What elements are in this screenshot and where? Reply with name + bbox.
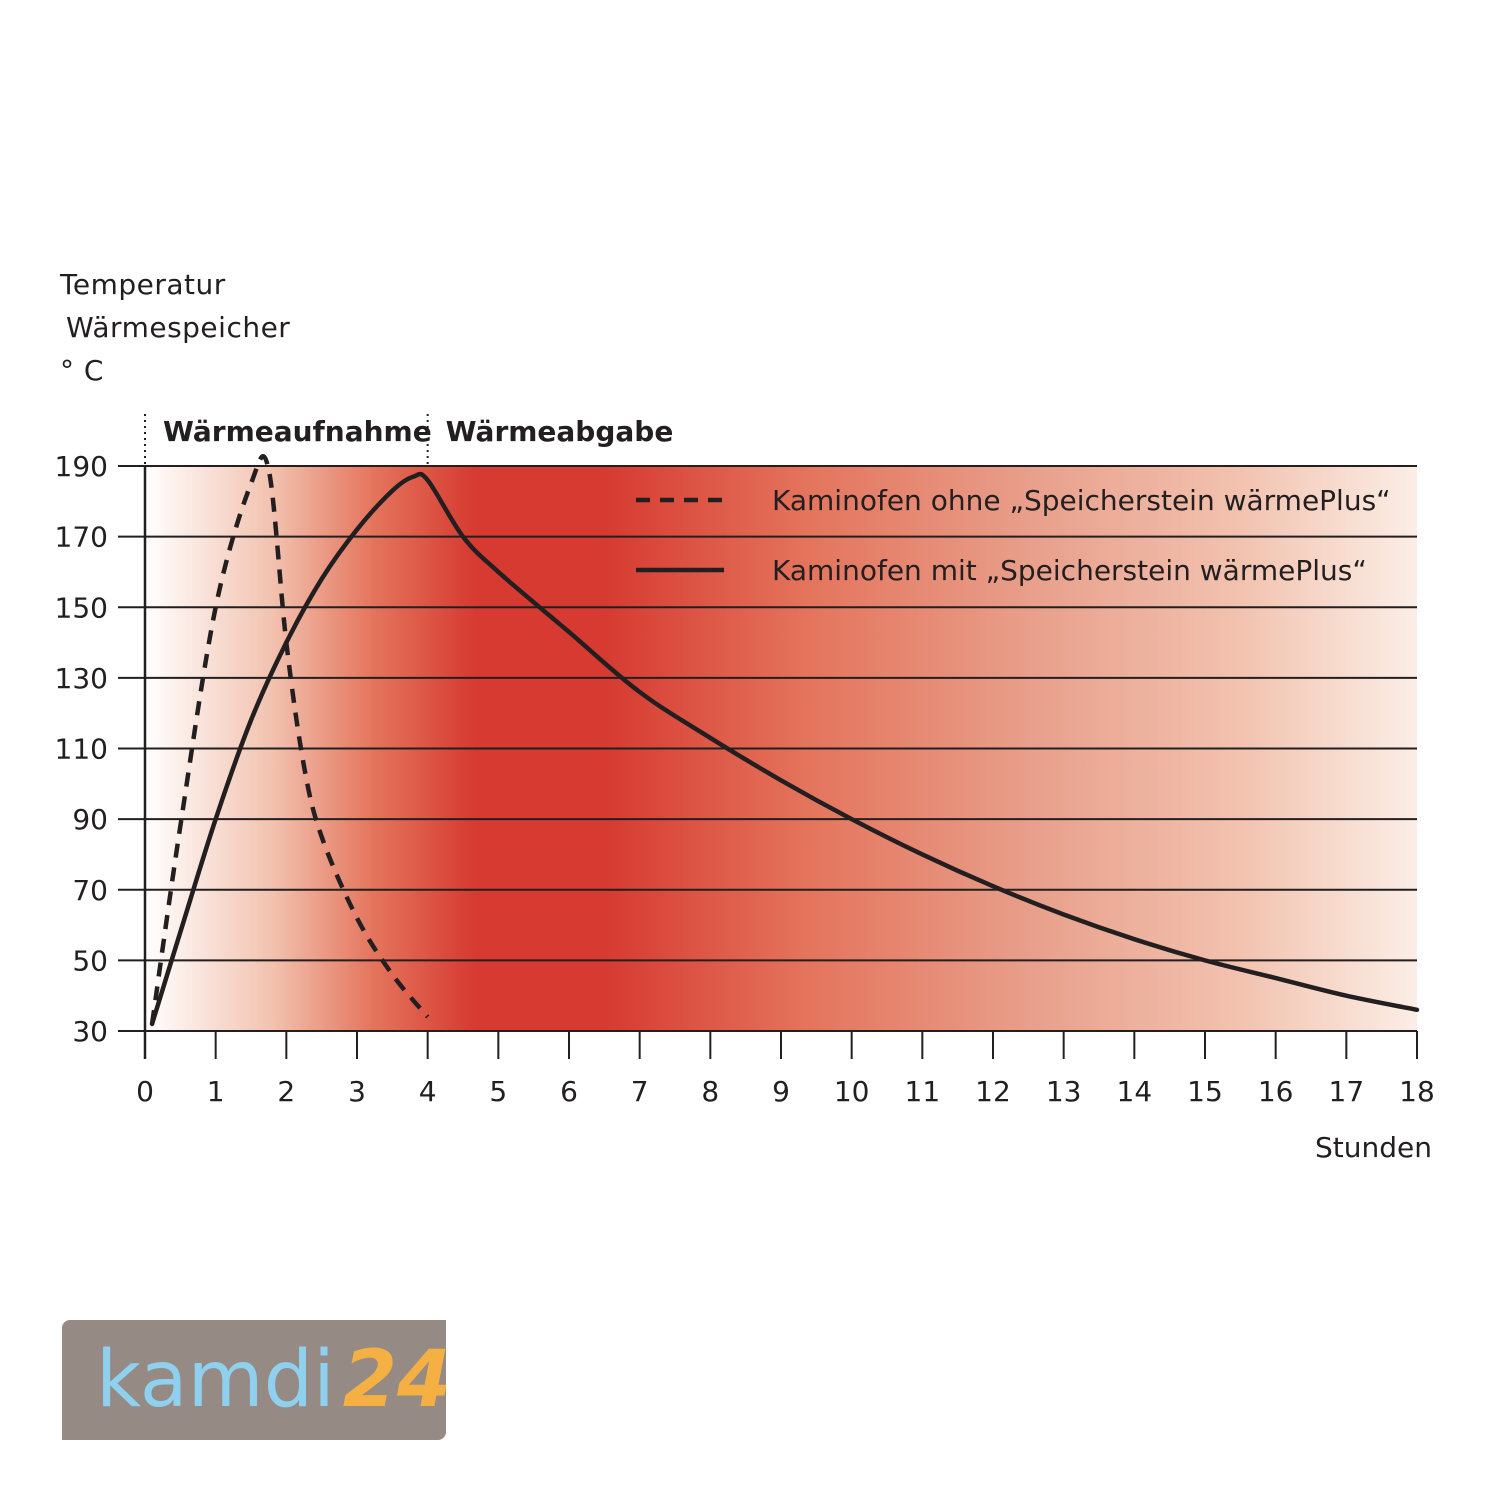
phase-label-1: Wärmeabgabe [446,415,674,448]
logo-part-kamdi: kamdi [96,1335,335,1425]
x-tick-label-14: 14 [1117,1075,1153,1108]
y-tick-label-170: 170 [55,521,108,554]
x-tick-label-15: 15 [1187,1075,1223,1108]
y-tick-label-90: 90 [72,803,108,836]
x-tick-label-2: 2 [277,1075,295,1108]
grid-layer [118,465,1417,1032]
legend: Kaminofen ohne „Speicherstein wärmePlus“… [636,484,1391,587]
x-tick-label-12: 12 [975,1075,1011,1108]
x-tick-label-8: 8 [701,1075,719,1108]
x-tick-label-17: 17 [1329,1075,1365,1108]
logo-part-24: 24 [342,1335,446,1425]
y-axis-label-line-3: ° C [60,354,104,387]
x-tick-label-3: 3 [348,1075,366,1108]
x-tick-label-9: 9 [772,1075,790,1108]
x-tick-label-10: 10 [834,1075,870,1108]
y-tick-label-190: 190 [55,450,108,483]
y-tick-label-70: 70 [72,874,108,907]
phase-label-0: Wärmeaufnahme [163,415,432,448]
series-layer [149,454,1420,1027]
x-tick-label-18: 18 [1399,1075,1435,1108]
legend-label-0: Kaminofen ohne „Speicherstein wärmePlus“ [772,484,1391,517]
x-tick-label-1: 1 [207,1075,225,1108]
x-tick-label-11: 11 [905,1075,941,1108]
x-tick-label-16: 16 [1258,1075,1294,1108]
phase-layer: Wärmeaufnahme Wärmeabgabe [144,414,674,466]
x-tick-label-0: 0 [136,1075,154,1108]
legend-label-1: Kaminofen mit „Speicherstein wärmePlus“ [772,554,1367,587]
x-axis-label: Stunden [1315,1131,1432,1164]
x-tick-label-7: 7 [631,1075,649,1108]
x-tick-label-5: 5 [489,1075,507,1108]
y-tick-label-110: 110 [55,733,108,766]
y-tick-label-150: 150 [55,591,108,624]
x-tick-label-13: 13 [1046,1075,1082,1108]
y-axis-label-line-1: Temperatur [60,268,226,301]
y-tick-label-50: 50 [72,944,108,977]
x-tick-label-4: 4 [419,1075,437,1108]
x-tick-label-6: 6 [560,1075,578,1108]
kamdi24-logo: kamdi 24 [62,1320,446,1440]
logo-text: kamdi 24 [96,1334,446,1426]
y-tick-label-130: 130 [55,662,108,695]
series-line-1 [149,471,1420,1027]
y-axis-label-line-2: Wärmespeicher [66,311,291,344]
y-tick-label-30: 30 [72,1015,108,1048]
